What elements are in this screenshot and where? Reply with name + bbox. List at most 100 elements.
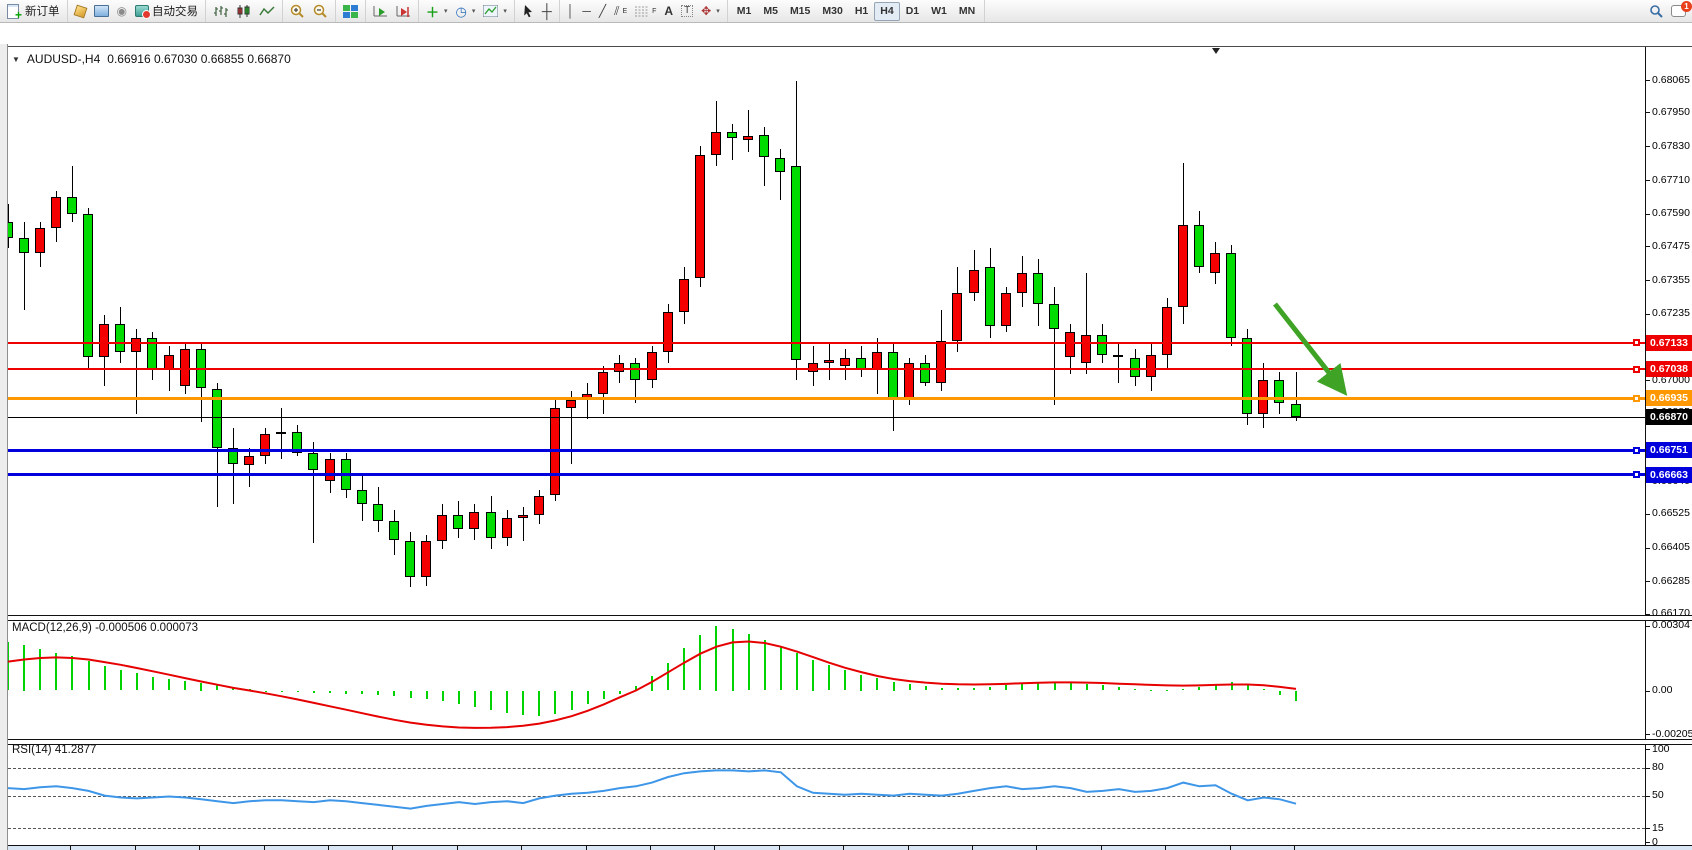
chat-icon[interactable]: 1	[1671, 1, 1692, 17]
macd-histogram-bar	[361, 690, 364, 695]
cursor-icon[interactable]	[518, 1, 538, 21]
crosshair-icon[interactable]: ┼	[541, 3, 552, 19]
chart-window[interactable]: ▼ AUDUSD-,H4 0.66916 0.67030 0.66855 0.6…	[0, 22, 1692, 850]
candle-chart-icon[interactable]	[232, 1, 255, 21]
timeframe-M5[interactable]: M5	[763, 5, 778, 17]
candle	[646, 351, 657, 380]
macd-histogram-bar	[763, 640, 766, 691]
macd-histogram-bar	[232, 687, 235, 691]
macd-histogram-bar	[1085, 683, 1088, 691]
zoom-out-icon[interactable]	[309, 1, 332, 21]
auto-scroll-icon[interactable]	[369, 1, 392, 21]
macd-pane-splitter[interactable]	[7, 615, 1692, 621]
tile-windows-icon[interactable]	[339, 1, 362, 21]
trendline-tool[interactable]: ╱	[598, 4, 607, 18]
macd-histogram-bar	[23, 644, 26, 691]
rsi-level-line	[8, 795, 1645, 797]
macd-histogram-bar	[39, 648, 42, 691]
autotrading-button[interactable]: 自动交易	[131, 1, 202, 21]
bar-chart-icon[interactable]	[209, 1, 232, 21]
chart-shift-icon[interactable]	[392, 1, 415, 21]
line-anchor-square[interactable]	[1633, 339, 1640, 346]
periods-menu[interactable]: ◷ ▾	[455, 3, 476, 19]
line-anchor-square[interactable]	[1633, 471, 1640, 479]
timeframe-M15[interactable]: M15	[789, 5, 811, 17]
macd-histogram-bar	[1262, 689, 1265, 691]
search-icon[interactable]	[1649, 4, 1663, 18]
vline-tool[interactable]: │	[566, 4, 575, 18]
horizontal-line-object[interactable]	[8, 448, 1645, 452]
candle	[533, 495, 544, 516]
macd-histogram-bar	[876, 678, 879, 691]
zoom-in-icon[interactable]	[286, 1, 309, 21]
macd-histogram-bar	[248, 689, 251, 691]
line-anchor-square[interactable]	[1633, 394, 1640, 402]
candle	[99, 323, 110, 358]
one-click-trading-toggle[interactable]: ▼	[12, 54, 20, 64]
timeframe-MN[interactable]: MN	[958, 5, 976, 17]
macd-histogram-bar	[667, 662, 670, 691]
timeframe-H1[interactable]: H1	[854, 5, 869, 17]
channel-tool[interactable]: ⫽ E	[614, 4, 628, 18]
macd-histogram-bar	[280, 690, 283, 692]
price-tick-mark	[1645, 112, 1650, 114]
timeframe-H4[interactable]: H4	[874, 1, 900, 21]
symbol-period-label: AUDUSD-,H4	[26, 52, 101, 66]
time-tick-mark	[392, 846, 394, 850]
candle	[678, 278, 689, 313]
candle-wick	[732, 123, 733, 161]
candle	[83, 213, 93, 358]
line-anchor-square[interactable]	[1633, 446, 1640, 454]
templates-menu[interactable]: ▾	[479, 1, 511, 21]
candle	[1226, 253, 1237, 338]
trend-arrow[interactable]	[0, 22, 1692, 622]
candle	[694, 154, 705, 279]
signal-icon[interactable]: ◉	[116, 4, 127, 18]
timeframe-D1[interactable]: D1	[905, 5, 920, 17]
timeframe-M30[interactable]: M30	[822, 5, 843, 17]
hline-tool[interactable]: ─	[582, 4, 591, 18]
indicators-menu[interactable]: ＋ ▾	[426, 4, 448, 20]
candle	[244, 456, 254, 465]
toolbar-right: 1	[1649, 0, 1692, 22]
toolbar: + 新订单 ◉ 自动交易 ＋ ▾ ◷ ▾ ▾ ┼ │ ─ ╱ ⫽ E F A T ✥ ▾ M1 M5 M15 M30 H1 H4 D…	[0, 0, 1692, 23]
macd-histogram-bar	[71, 656, 74, 691]
price-tick-label: 0.67950	[1652, 105, 1690, 118]
macd-histogram-bar	[135, 673, 138, 691]
candle	[1161, 306, 1172, 355]
rsi-pane-splitter[interactable]	[7, 739, 1692, 745]
price-tick-mark	[1645, 280, 1650, 281]
price-tick-label: 0.67830	[1652, 139, 1690, 152]
macd-tick-mark	[1645, 625, 1650, 627]
macd-signal-line	[7, 640, 1297, 729]
chart-frame-top	[0, 46, 1692, 47]
chart-shift-marker[interactable]	[1212, 48, 1220, 54]
candle-wick	[780, 149, 782, 200]
toolbar-group: ◉ 自动交易	[68, 0, 206, 22]
timeframe-W1[interactable]: W1	[931, 5, 947, 17]
timeframe-M1[interactable]: M1	[736, 5, 752, 17]
candle	[453, 515, 464, 530]
line-chart-icon[interactable]	[255, 1, 279, 21]
ohlc-values: 0.66916 0.67030 0.66855 0.66870	[107, 52, 291, 66]
candle-wick	[1118, 343, 1120, 383]
label-tool[interactable]: T	[677, 1, 697, 21]
horizontal-line-object[interactable]	[8, 473, 1645, 477]
candle	[727, 132, 737, 138]
metaeditor-icon[interactable]	[90, 1, 113, 21]
line-anchor-square[interactable]	[1633, 365, 1640, 373]
macd-histogram-bar	[586, 690, 589, 705]
text-tool[interactable]: A	[664, 4, 674, 18]
horizontal-line-object[interactable]	[8, 368, 1645, 371]
arrows-tool[interactable]: ✥ ▾	[701, 4, 720, 18]
macd-histogram-bar	[490, 690, 492, 710]
candle	[179, 349, 190, 386]
horizontal-line-object[interactable]	[8, 341, 1645, 344]
candle	[469, 512, 480, 530]
candle	[485, 512, 496, 538]
horizontal-line-object[interactable]	[8, 396, 1645, 400]
macd-histogram-bar	[860, 674, 863, 691]
fibonacci-tool[interactable]: F	[631, 1, 660, 21]
new-order-button[interactable]: + 新订单	[3, 1, 64, 21]
gold-cube-icon[interactable]	[71, 1, 90, 21]
